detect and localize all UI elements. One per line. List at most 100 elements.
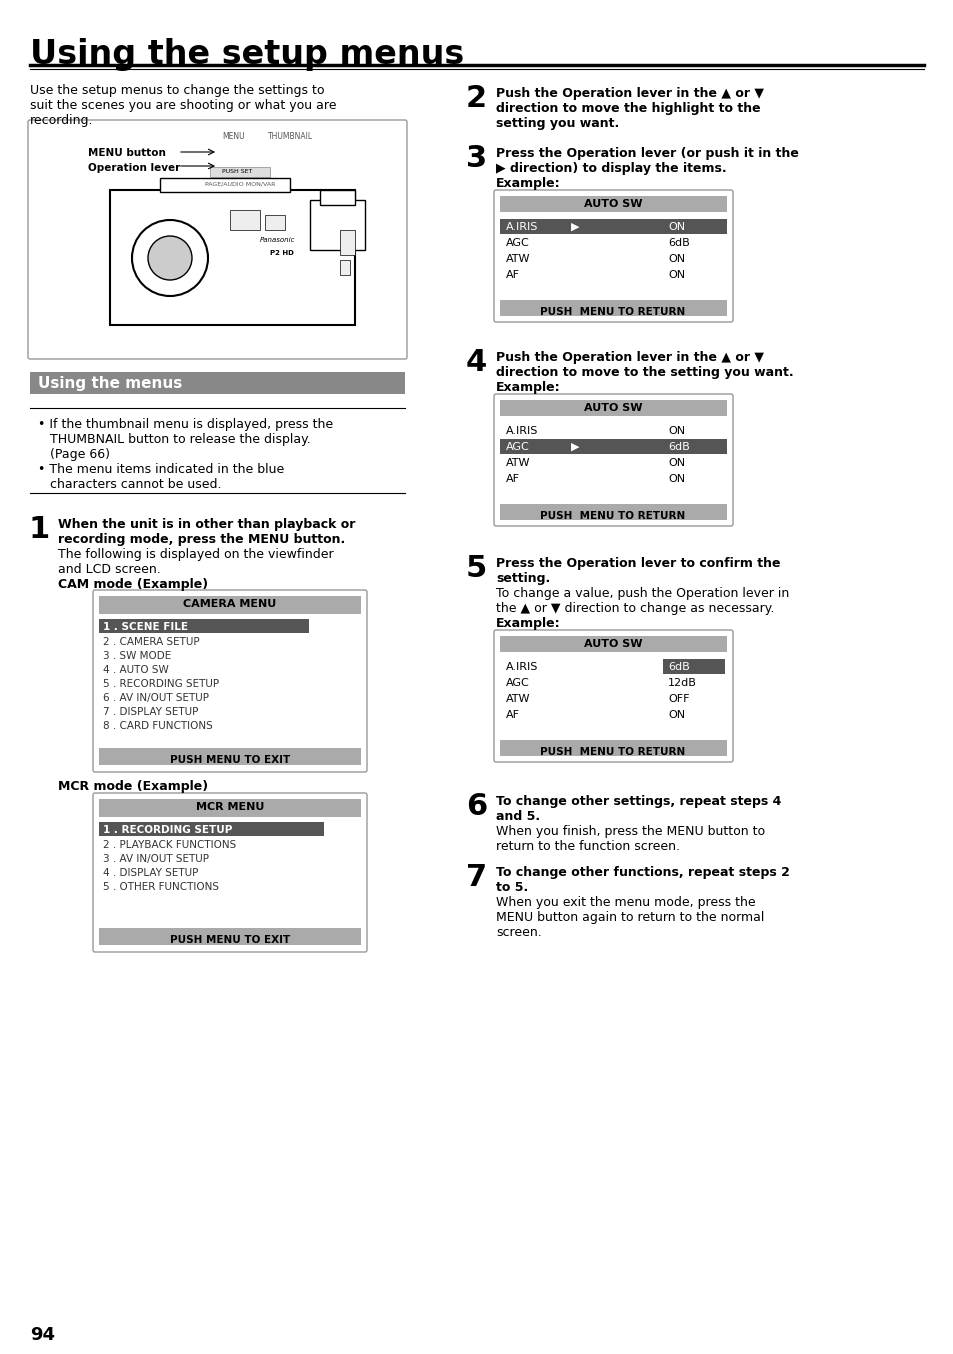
Bar — [99, 927, 360, 945]
Bar — [499, 196, 726, 213]
Text: 7 . DISPLAY SETUP: 7 . DISPLAY SETUP — [103, 707, 198, 718]
Text: A.IRIS: A.IRIS — [505, 222, 537, 232]
Text: screen.: screen. — [496, 926, 541, 940]
Text: Example:: Example: — [496, 380, 560, 394]
Text: Example:: Example: — [496, 617, 560, 630]
Text: 94: 94 — [30, 1326, 55, 1345]
Text: MCR mode (Example): MCR mode (Example) — [58, 780, 208, 793]
Text: and 5.: and 5. — [496, 810, 539, 823]
Text: characters cannot be used.: characters cannot be used. — [50, 478, 221, 492]
Bar — [499, 636, 726, 653]
Text: setting.: setting. — [496, 571, 550, 585]
Text: A.IRIS: A.IRIS — [505, 662, 537, 672]
Text: recording.: recording. — [30, 114, 93, 127]
Text: 5 . RECORDING SETUP: 5 . RECORDING SETUP — [103, 678, 219, 689]
FancyBboxPatch shape — [92, 590, 367, 772]
Text: (Page 66): (Page 66) — [50, 448, 110, 460]
Text: 2: 2 — [465, 84, 487, 112]
Bar — [319, 190, 355, 204]
Text: ▶ direction) to display the items.: ▶ direction) to display the items. — [496, 162, 726, 175]
Text: ON: ON — [667, 255, 684, 264]
Text: setting you want.: setting you want. — [496, 116, 618, 130]
Text: 3 . AV IN/OUT SETUP: 3 . AV IN/OUT SETUP — [103, 854, 209, 864]
Text: THUMBNAIL: THUMBNAIL — [268, 131, 313, 141]
Bar — [339, 230, 355, 255]
Text: 7: 7 — [465, 862, 487, 892]
Text: 6dB: 6dB — [667, 238, 689, 248]
Text: PUSH  MENU TO RETURN: PUSH MENU TO RETURN — [539, 747, 685, 757]
Text: recording mode, press the MENU button.: recording mode, press the MENU button. — [58, 533, 345, 546]
Circle shape — [132, 219, 208, 297]
Text: Use the setup menus to change the settings to: Use the setup menus to change the settin… — [30, 84, 324, 97]
Text: Press the Operation lever (or push it in the: Press the Operation lever (or push it in… — [496, 148, 798, 160]
Bar — [99, 596, 360, 613]
Text: AF: AF — [505, 474, 519, 483]
FancyBboxPatch shape — [28, 121, 407, 359]
Text: suit the scenes you are shooting or what you are: suit the scenes you are shooting or what… — [30, 99, 336, 112]
Text: direction to move to the setting you want.: direction to move to the setting you wan… — [496, 366, 793, 379]
Text: ON: ON — [667, 427, 684, 436]
Text: Press the Operation lever to confirm the: Press the Operation lever to confirm the — [496, 556, 780, 570]
Text: The following is displayed on the viewfinder: The following is displayed on the viewfi… — [58, 548, 334, 561]
Text: To change other settings, repeat steps 4: To change other settings, repeat steps 4 — [496, 795, 781, 808]
Text: PUSH  MENU TO RETURN: PUSH MENU TO RETURN — [539, 307, 685, 317]
Text: ON: ON — [667, 474, 684, 483]
Text: Push the Operation lever in the ▲ or ▼: Push the Operation lever in the ▲ or ▼ — [496, 351, 763, 364]
Bar — [662, 659, 724, 674]
Circle shape — [148, 236, 192, 280]
Bar — [160, 177, 290, 192]
Text: THUMBNAIL button to release the display.: THUMBNAIL button to release the display. — [50, 433, 311, 445]
Text: To change a value, push the Operation lever in: To change a value, push the Operation le… — [496, 588, 788, 600]
Text: Using the setup menus: Using the setup menus — [30, 38, 464, 70]
Bar — [99, 822, 324, 835]
Text: 5 . OTHER FUNCTIONS: 5 . OTHER FUNCTIONS — [103, 881, 219, 892]
Text: ATW: ATW — [505, 255, 530, 264]
Text: P2 HD: P2 HD — [270, 250, 294, 256]
Text: When the unit is in other than playback or: When the unit is in other than playback … — [58, 519, 355, 531]
Text: 6: 6 — [465, 792, 487, 821]
Text: AGC: AGC — [505, 441, 529, 452]
Text: PUSH MENU TO EXIT: PUSH MENU TO EXIT — [170, 936, 290, 945]
FancyBboxPatch shape — [494, 394, 732, 525]
Text: 6 . AV IN/OUT SETUP: 6 . AV IN/OUT SETUP — [103, 693, 209, 703]
Text: the ▲ or ▼ direction to change as necessary.: the ▲ or ▼ direction to change as necess… — [496, 603, 774, 615]
Text: ON: ON — [667, 458, 684, 468]
Text: Using the menus: Using the menus — [38, 376, 182, 391]
Text: When you exit the menu mode, press the: When you exit the menu mode, press the — [496, 896, 755, 909]
Text: 8 . CARD FUNCTIONS: 8 . CARD FUNCTIONS — [103, 720, 213, 731]
Text: 1 . RECORDING SETUP: 1 . RECORDING SETUP — [103, 825, 233, 835]
Text: PUSH SET: PUSH SET — [222, 169, 253, 175]
Bar — [499, 219, 726, 234]
Text: 6dB: 6dB — [667, 662, 689, 672]
Bar — [99, 799, 360, 816]
Text: A.IRIS: A.IRIS — [505, 427, 537, 436]
Bar — [310, 200, 365, 250]
Text: • If the thumbnail menu is displayed, press the: • If the thumbnail menu is displayed, pr… — [38, 418, 333, 431]
Text: CAM mode (Example): CAM mode (Example) — [58, 578, 208, 590]
Text: AGC: AGC — [505, 678, 529, 688]
Text: MENU button: MENU button — [88, 148, 166, 158]
Text: AGC: AGC — [505, 238, 529, 248]
Bar — [499, 439, 726, 454]
Bar — [30, 372, 405, 394]
Text: 2 . CAMERA SETUP: 2 . CAMERA SETUP — [103, 636, 199, 647]
Text: Operation lever: Operation lever — [88, 162, 180, 173]
Text: To change other functions, repeat steps 2: To change other functions, repeat steps … — [496, 867, 789, 879]
Bar — [99, 619, 309, 634]
Text: 6dB: 6dB — [667, 441, 689, 452]
Text: return to the function screen.: return to the function screen. — [496, 839, 679, 853]
FancyBboxPatch shape — [494, 630, 732, 762]
Bar — [99, 747, 360, 765]
Text: PAGE/AUDIO MON/VAR: PAGE/AUDIO MON/VAR — [205, 181, 275, 185]
Text: AF: AF — [505, 269, 519, 280]
Text: 3: 3 — [465, 144, 487, 173]
Text: ON: ON — [667, 709, 684, 720]
Text: AUTO SW: AUTO SW — [583, 199, 641, 209]
Text: ON: ON — [667, 222, 684, 232]
FancyBboxPatch shape — [494, 190, 732, 322]
Text: AF: AF — [505, 709, 519, 720]
Bar — [110, 190, 355, 325]
Text: CAMERA MENU: CAMERA MENU — [183, 598, 276, 609]
Text: 3 . SW MODE: 3 . SW MODE — [103, 651, 172, 661]
Bar — [499, 741, 726, 756]
